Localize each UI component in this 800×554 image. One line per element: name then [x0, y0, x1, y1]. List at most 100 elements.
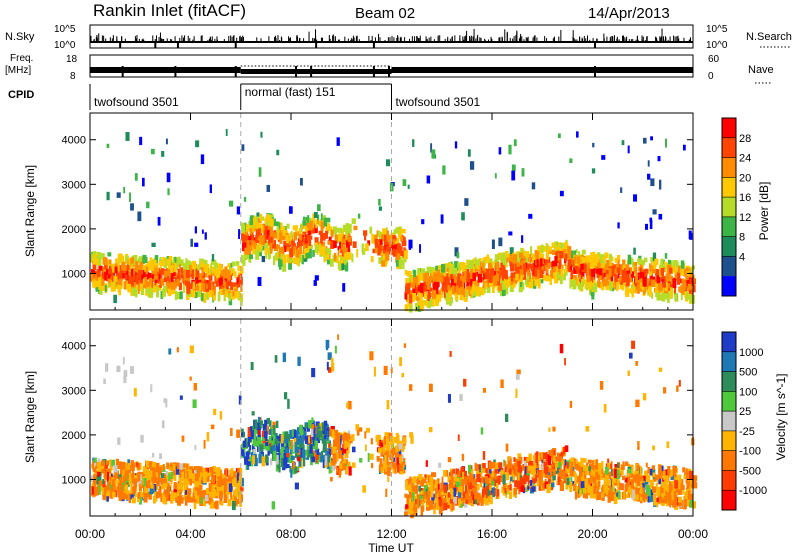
echo-cell — [317, 204, 321, 212]
echo-cell — [518, 283, 523, 293]
echo-cell — [142, 269, 145, 277]
echo-cell — [176, 279, 180, 286]
echo-cell — [290, 231, 293, 240]
echo-cell — [382, 464, 385, 470]
echo-cell — [262, 423, 267, 432]
echo-cell — [389, 455, 393, 461]
echo-cell — [220, 265, 223, 274]
echo-cell — [347, 236, 352, 242]
echo-cell — [251, 234, 255, 243]
echo-cell — [206, 290, 210, 300]
echo-cell — [117, 261, 120, 272]
echo-cell — [486, 270, 489, 280]
echo-cell — [352, 241, 357, 248]
echo-cell — [126, 472, 129, 481]
echo-cell — [333, 240, 337, 248]
echo-cell — [536, 479, 540, 487]
echo-cell — [468, 287, 472, 297]
echo-cell — [661, 490, 664, 497]
echo-cell — [131, 268, 134, 277]
echo-cell — [429, 287, 434, 292]
echo-cell — [246, 245, 252, 255]
echo-cell — [502, 252, 506, 261]
echo-cell — [494, 173, 497, 179]
echo-cell — [347, 400, 352, 410]
echo-cell — [114, 266, 118, 274]
echo-cell — [552, 426, 556, 432]
echo-cell — [257, 439, 262, 447]
echo-cell — [119, 253, 123, 260]
echo-cell — [490, 475, 494, 486]
echo-cell — [607, 471, 612, 479]
echo-cell — [408, 484, 412, 493]
echo-cell — [590, 469, 594, 476]
echo-cell — [445, 287, 449, 298]
echo-cell — [490, 261, 494, 266]
echo-cell — [622, 261, 626, 270]
echo-cell — [489, 269, 494, 276]
echo-cell — [537, 455, 540, 462]
echo-cell — [583, 464, 586, 472]
echo-cell — [461, 489, 465, 496]
echo-cell — [462, 498, 466, 507]
echo-cell — [660, 273, 664, 282]
echo-cell — [513, 457, 516, 463]
echo-cell — [535, 455, 538, 466]
echo-cell — [484, 268, 487, 275]
echo-cell — [676, 385, 679, 392]
echo-cell — [612, 469, 616, 477]
echo-cell — [130, 288, 133, 296]
echo-cell — [314, 226, 318, 234]
echo-cell — [176, 463, 180, 470]
echo-cell — [211, 259, 215, 266]
echo-cell — [266, 213, 270, 222]
echo-cell — [98, 265, 103, 271]
echo-cell — [338, 227, 343, 234]
echo-cell — [608, 275, 612, 280]
echo-cell — [650, 479, 654, 489]
echo-cell — [557, 466, 560, 475]
echo-cell — [462, 277, 466, 283]
echo-cell — [174, 260, 177, 268]
echo-cell — [582, 276, 585, 282]
echo-cell — [401, 228, 406, 234]
echo-cell — [227, 499, 232, 507]
echo-cell — [173, 272, 176, 277]
echo-cell — [229, 200, 234, 207]
echo-cell — [342, 224, 348, 233]
echo-cell — [669, 495, 673, 501]
echo-cell — [599, 474, 604, 480]
echo-cell — [180, 471, 185, 482]
echo-cell — [179, 291, 183, 300]
echo-cell — [619, 484, 624, 490]
echo-cell — [123, 481, 127, 489]
echo-cell — [511, 170, 516, 181]
echo-cell — [540, 245, 544, 254]
echo-cell — [630, 285, 635, 291]
echo-cell — [532, 455, 536, 461]
echo-cell — [97, 458, 101, 463]
echo-cell — [426, 505, 430, 511]
echo-cell — [348, 223, 352, 233]
echo-cell — [682, 467, 686, 473]
echo-cell — [181, 435, 185, 442]
echo-cell — [542, 452, 546, 460]
echo-cell — [515, 273, 519, 279]
echo-cell — [532, 260, 536, 270]
echo-cell — [648, 281, 651, 288]
echo-cell — [337, 246, 340, 251]
echo-cell — [390, 245, 396, 250]
echo-cell — [347, 233, 351, 239]
echo-cell — [521, 235, 524, 243]
echo-cell — [649, 219, 653, 230]
echo-cell — [665, 273, 670, 283]
echo-cell — [396, 259, 399, 267]
echo-cell — [662, 293, 666, 302]
echo-cell — [344, 450, 349, 459]
echo-cell — [273, 424, 276, 435]
echo-cell — [227, 279, 232, 284]
echo-cell — [589, 280, 592, 288]
echo-cell — [232, 290, 235, 297]
echo-cell — [264, 419, 268, 427]
echo-cell — [129, 192, 132, 202]
